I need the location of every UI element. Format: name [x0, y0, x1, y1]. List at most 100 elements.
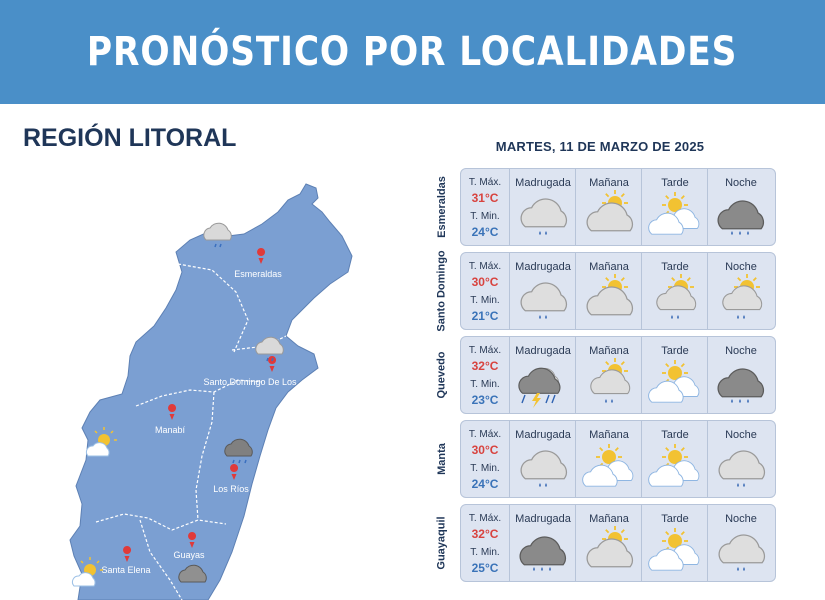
period-cell: Noche [707, 253, 773, 329]
period-label: Mañana [589, 177, 629, 189]
pin-santa-elena-icon [123, 546, 132, 562]
partly-cloudy-icon [581, 189, 637, 241]
sun-clouds-icon [647, 189, 703, 241]
forecast-card: T. Máx. 31°C T. Min. 24°C Madrugada Mañana Tar… [460, 168, 776, 246]
map-cloud-drizzle-icon [203, 222, 232, 248]
period-label: Tarde [661, 345, 689, 357]
forecast-row: Manta T. Máx. 30°C T. Min. 24°C Madrugada Maña… [424, 420, 784, 498]
max-temp-label: T. Máx. [468, 261, 502, 272]
min-temp-value: 24°C [471, 225, 499, 239]
cloud-drizzle-icon [515, 441, 571, 493]
partly-cloudy-icon [581, 273, 637, 325]
min-temp-label: T. Min. [470, 547, 500, 558]
partly-cloudy-icon [581, 525, 637, 577]
dark-cloud-rain-icon [515, 525, 571, 577]
period-label: Mañana [589, 261, 629, 273]
forecast-row: Esmeraldas T. Máx. 31°C T. Min. 24°C Madrugad… [424, 168, 784, 246]
min-temp-label: T. Min. [470, 295, 500, 306]
forecast-row: Quevedo T. Máx. 32°C T. Min. 23°C Madrugada Ma… [424, 336, 784, 414]
pin-guayas-icon [188, 532, 197, 548]
temperature-block: T. Máx. 30°C T. Min. 24°C [461, 421, 509, 497]
period-label: Noche [725, 177, 757, 189]
forecast-card: T. Máx. 32°C T. Min. 23°C Madrugada Mañana Tar… [460, 336, 776, 414]
thunderstorm-icon [515, 357, 571, 409]
location-name: Guayaquil [424, 504, 460, 582]
temperature-block: T. Máx. 30°C T. Min. 21°C [461, 253, 509, 329]
temperature-block: T. Máx. 32°C T. Min. 25°C [461, 505, 509, 581]
period-cell: Madrugada [509, 421, 575, 497]
period-label: Tarde [661, 261, 689, 273]
period-cell: Tarde [641, 253, 707, 329]
forecast-card: T. Máx. 30°C T. Min. 24°C Madrugada Mañana Tar… [460, 420, 776, 498]
min-temp-value: 24°C [471, 477, 499, 491]
dark-cloud-rain-icon [713, 357, 769, 409]
period-cell: Madrugada [509, 337, 575, 413]
location-name: Esmeraldas [424, 168, 460, 246]
period-label: Madrugada [515, 345, 571, 357]
max-temp-value: 31°C [471, 191, 499, 205]
period-cell: Noche [707, 505, 773, 581]
pin-manabi-icon [168, 404, 177, 420]
period-cell: Noche [707, 421, 773, 497]
map-label-los-rios: Los Ríos [213, 484, 249, 494]
pin-esmeraldas-icon [257, 248, 266, 264]
map-label-santo-domingo: Santo Domingo De Los [203, 377, 297, 387]
pin-los-rios-icon [230, 464, 239, 480]
forecast-card: T. Máx. 30°C T. Min. 21°C Madrugada Mañana Tar… [460, 252, 776, 330]
map-label-guayas: Guayas [173, 550, 205, 560]
period-cell: Tarde [641, 505, 707, 581]
max-temp-label: T. Máx. [468, 513, 502, 524]
period-label: Tarde [661, 513, 689, 525]
sun-clouds-icon [647, 357, 703, 409]
map-city-pins [123, 248, 277, 562]
location-name: Quevedo [424, 336, 460, 414]
map-dark-cloud-icon [178, 564, 207, 583]
period-cell: Mañana [575, 505, 641, 581]
period-cell: Madrugada [509, 253, 575, 329]
sun-clouds-icon [647, 441, 703, 493]
cloud-drizzle-icon [713, 441, 769, 493]
min-temp-value: 23°C [471, 393, 499, 407]
period-label: Madrugada [515, 429, 571, 441]
map-sun-clouds-icon [86, 427, 117, 457]
period-cell: Tarde [641, 421, 707, 497]
partly-cloudy-drizzle-icon [713, 273, 769, 325]
region-title: REGIÓN LITORAL [23, 124, 237, 152]
cloud-drizzle-icon [515, 189, 571, 241]
map-weather-icons [72, 222, 284, 587]
period-cell: Noche [707, 169, 773, 245]
period-label: Mañana [589, 345, 629, 357]
min-temp-value: 25°C [471, 561, 499, 575]
period-label: Madrugada [515, 261, 571, 273]
period-cell: Mañana [575, 337, 641, 413]
temperature-block: T. Máx. 31°C T. Min. 24°C [461, 169, 509, 245]
period-label: Tarde [661, 177, 689, 189]
min-temp-label: T. Min. [470, 379, 500, 390]
max-temp-label: T. Máx. [468, 345, 502, 356]
period-cell: Mañana [575, 421, 641, 497]
max-temp-value: 32°C [471, 359, 499, 373]
max-temp-label: T. Máx. [468, 429, 502, 440]
min-temp-label: T. Min. [470, 463, 500, 474]
period-cell: Mañana [575, 169, 641, 245]
max-temp-value: 30°C [471, 443, 499, 457]
header-banner: PRONÓSTICO POR LOCALIDADES [0, 0, 825, 104]
period-label: Madrugada [515, 513, 571, 525]
forecast-card: T. Máx. 32°C T. Min. 25°C Madrugada Mañana Tar… [460, 504, 776, 582]
period-cell: Noche [707, 337, 773, 413]
cloud-drizzle-icon [515, 273, 571, 325]
location-name: Santo Domingo [424, 250, 460, 331]
period-label: Mañana [589, 429, 629, 441]
period-label: Mañana [589, 513, 629, 525]
page-title: PRONÓSTICO POR LOCALIDADES [87, 29, 738, 75]
period-cell: Madrugada [509, 169, 575, 245]
pin-santo-domingo-icon [268, 356, 277, 372]
max-temp-value: 30°C [471, 275, 499, 289]
partly-cloudy-drizzle-icon [647, 273, 703, 325]
province-borders [95, 263, 287, 600]
location-name-text: Quevedo [436, 351, 449, 399]
max-temp-value: 32°C [471, 527, 499, 541]
period-cell: Tarde [641, 169, 707, 245]
min-temp-label: T. Min. [470, 211, 500, 222]
partly-cloudy-drizzle-icon [581, 357, 637, 409]
